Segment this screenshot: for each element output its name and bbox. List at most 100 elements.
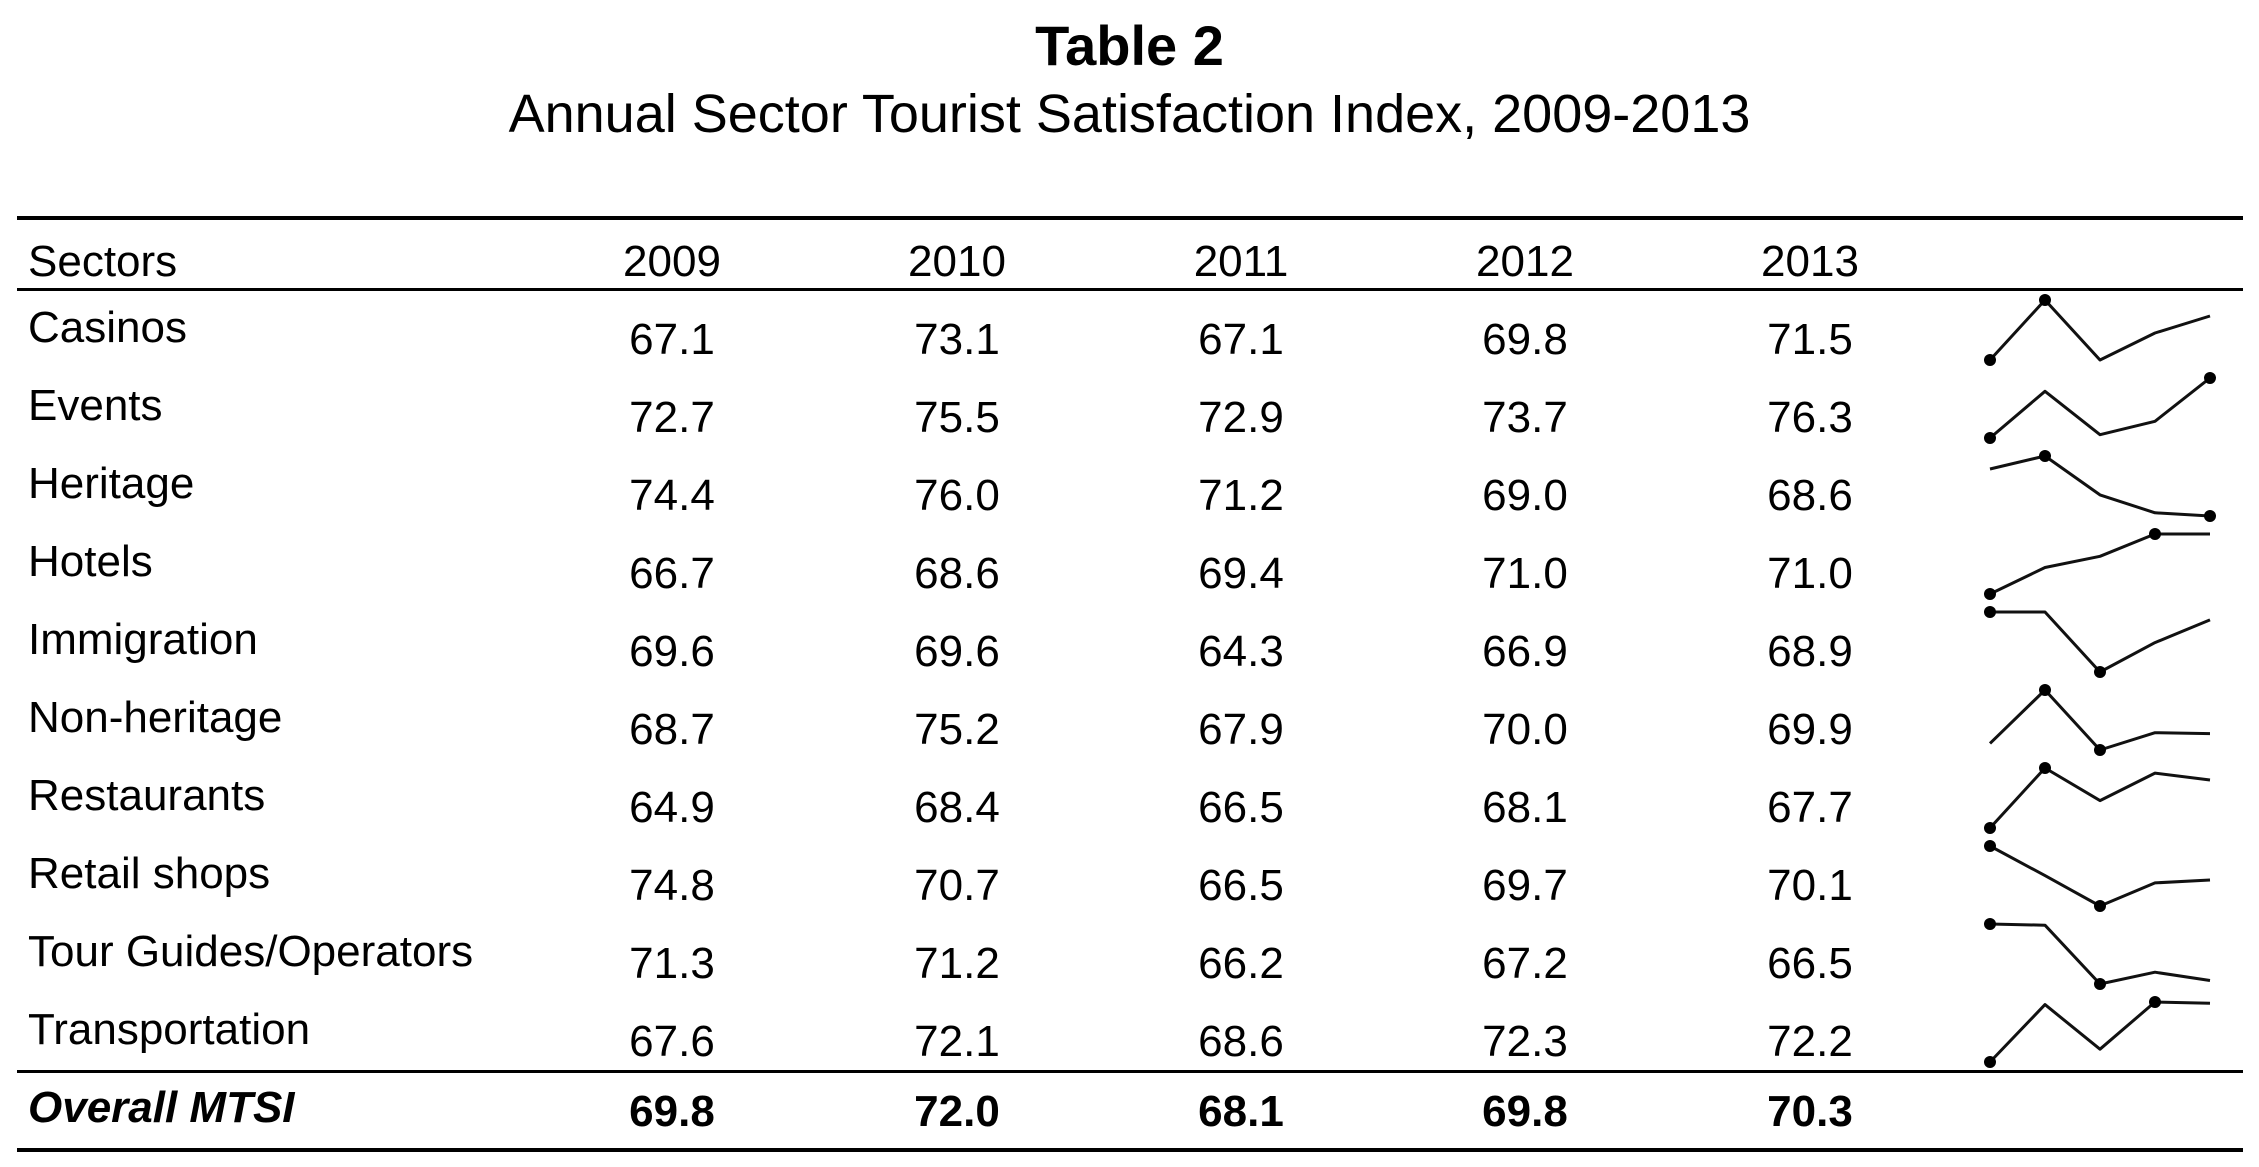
header-year: 2010 — [908, 237, 1006, 286]
value-cell: 67.7 — [1767, 783, 1853, 832]
sector-name: Tour Guides/Operators — [28, 927, 474, 976]
sparkline-point — [1984, 840, 1996, 852]
sparkline-point — [2039, 684, 2051, 696]
sparkline-point — [2094, 666, 2106, 678]
value-cell: 68.6 — [914, 549, 1000, 598]
sparkline — [1989, 922, 2211, 986]
value-cell: 64.9 — [629, 783, 715, 832]
sparkline-point — [2039, 450, 2051, 462]
sparkline — [1989, 532, 2210, 596]
sparkline-point — [2039, 762, 2051, 774]
sparkline-point — [1984, 918, 1996, 930]
value-cell: 76.0 — [914, 471, 1000, 520]
sector-name: Transportation — [28, 1005, 311, 1054]
value-cell: 71.2 — [914, 939, 1000, 988]
value-cell: 68.6 — [1198, 1017, 1284, 1066]
overall-value: 72.0 — [914, 1087, 1000, 1136]
sparkline — [1988, 766, 2211, 830]
value-cell: 71.0 — [1482, 549, 1568, 598]
value-cell: 64.3 — [1198, 627, 1284, 676]
sparkline-point — [1984, 1056, 1996, 1068]
value-cell: 69.8 — [1482, 315, 1568, 364]
value-cell: 72.3 — [1482, 1017, 1568, 1066]
value-cell: 69.6 — [914, 627, 1000, 676]
sector-name: Retail shops — [28, 849, 271, 898]
value-cell: 74.8 — [629, 861, 715, 910]
top-rule — [17, 216, 2243, 220]
overall-value: 69.8 — [1482, 1087, 1568, 1136]
sparkline-point — [2094, 744, 2106, 756]
sparkline — [1989, 844, 2211, 908]
value-cell: 72.9 — [1198, 393, 1284, 442]
overall-value: 69.8 — [629, 1087, 715, 1136]
value-cell: 69.7 — [1482, 861, 1568, 910]
value-cell: 70.1 — [1767, 861, 1853, 910]
header-year: 2009 — [623, 237, 721, 286]
header-year: 2012 — [1476, 237, 1574, 286]
value-cell: 72.2 — [1767, 1017, 1853, 1066]
value-cell: 69.0 — [1482, 471, 1568, 520]
value-cell: 67.9 — [1198, 705, 1284, 754]
value-cell: 69.9 — [1767, 705, 1853, 754]
sparkline — [1990, 610, 2211, 674]
value-cell: 71.3 — [629, 939, 715, 988]
value-cell: 76.3 — [1767, 393, 1853, 442]
sparkline — [1988, 298, 2211, 362]
value-cell: 70.7 — [914, 861, 1000, 910]
value-cell: 69.4 — [1198, 549, 1284, 598]
bottom-rule — [17, 1148, 2243, 1152]
value-cell: 68.7 — [629, 705, 715, 754]
sparkline-point — [1984, 354, 1996, 366]
sector-name: Heritage — [28, 459, 195, 508]
sector-name: Immigration — [28, 615, 258, 664]
value-cell: 72.7 — [629, 393, 715, 442]
sparkline-point — [2204, 510, 2216, 522]
sparkline — [1988, 688, 2211, 752]
overall-rule — [17, 1070, 2243, 1073]
value-cell: 66.7 — [629, 549, 715, 598]
sparkline — [1989, 454, 2211, 518]
sector-name: Casinos — [28, 303, 187, 352]
table-title: Table 2 — [1035, 14, 1224, 77]
value-cell: 67.1 — [1198, 315, 1284, 364]
sparkline-point — [1984, 606, 1996, 618]
sparkline-point — [1984, 822, 1996, 834]
sparkline — [1988, 1000, 2211, 1064]
value-cell: 71.2 — [1198, 471, 1284, 520]
table-subtitle: Annual Sector Tourist Satisfaction Index… — [508, 84, 1751, 144]
header-sectors: Sectors — [28, 237, 178, 286]
value-cell: 66.5 — [1767, 939, 1853, 988]
overall-value: 70.3 — [1767, 1087, 1853, 1136]
value-cell: 73.1 — [914, 315, 1000, 364]
header-rule — [17, 288, 2243, 291]
sparkline-point — [2204, 372, 2216, 384]
value-cell: 67.1 — [629, 315, 715, 364]
value-cell: 67.6 — [629, 1017, 715, 1066]
header-year: 2013 — [1761, 237, 1859, 286]
sector-name: Restaurants — [28, 771, 266, 820]
value-cell: 71.0 — [1767, 549, 1853, 598]
value-cell: 73.7 — [1482, 393, 1568, 442]
overall-value: 68.1 — [1198, 1087, 1284, 1136]
sparkline-point — [1984, 588, 1996, 600]
overall-label: Overall MTSI — [28, 1083, 295, 1132]
sector-name: Events — [28, 381, 163, 430]
sparkline-point — [2094, 900, 2106, 912]
sparkline — [1989, 376, 2211, 440]
value-cell: 68.4 — [914, 783, 1000, 832]
value-cell: 67.2 — [1482, 939, 1568, 988]
header-year: 2011 — [1193, 237, 1289, 286]
value-cell: 69.6 — [629, 627, 715, 676]
value-cell: 75.5 — [914, 393, 1000, 442]
value-cell: 66.9 — [1482, 627, 1568, 676]
sparkline-point — [2094, 978, 2106, 990]
value-cell: 66.2 — [1198, 939, 1284, 988]
value-cell: 68.6 — [1767, 471, 1853, 520]
sparkline-point — [2039, 294, 2051, 306]
sparkline-point — [2149, 528, 2161, 540]
sparkline-point — [1984, 432, 1996, 444]
value-cell: 74.4 — [629, 471, 715, 520]
value-cell: 72.1 — [914, 1017, 1000, 1066]
sector-name: Non-heritage — [28, 693, 283, 742]
